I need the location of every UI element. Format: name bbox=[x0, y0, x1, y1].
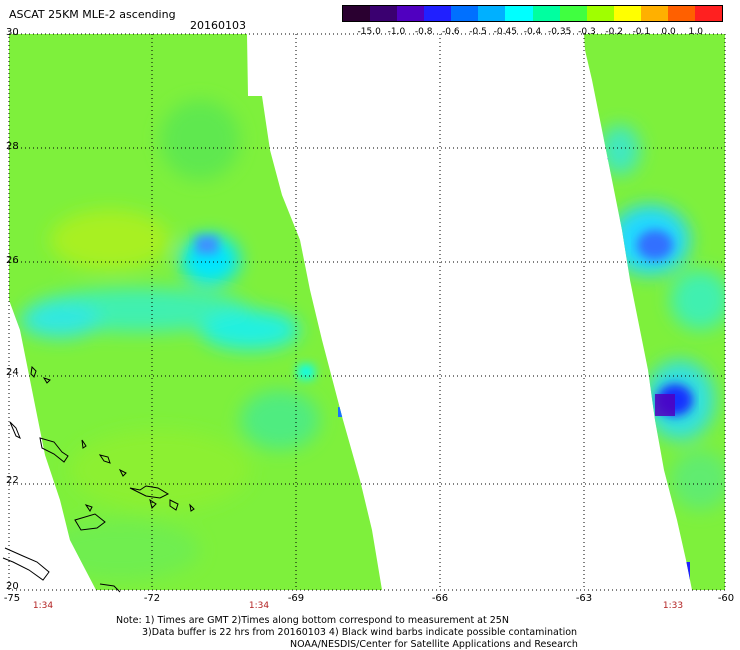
colorbar-tick-label: -0.8 bbox=[414, 27, 433, 37]
colorbar-tick-label: -0.2 bbox=[605, 27, 623, 37]
note-line-3: NOAA/NESDIS/Center for Satellite Applica… bbox=[290, 639, 578, 650]
lon-label-60: -60 bbox=[717, 593, 735, 604]
colorbar-tick-label: -15.0 bbox=[357, 27, 381, 37]
colorbar-swatch bbox=[532, 6, 560, 21]
colorbar-swatch bbox=[370, 6, 398, 21]
lon-label-63: -63 bbox=[575, 593, 593, 604]
colorbar-tick-label: -0.45 bbox=[493, 27, 517, 37]
colorbar-swatch bbox=[640, 6, 668, 21]
swath-time-label: 1:33 bbox=[662, 601, 684, 611]
lat-label-28: 28 bbox=[6, 141, 19, 152]
lon-label-75: -75 bbox=[3, 593, 21, 604]
colorbar-swatch bbox=[451, 6, 479, 21]
colorbar-swatch bbox=[667, 6, 696, 21]
swath-time-label: 1:34 bbox=[248, 601, 270, 611]
colorbar-tick-label: -0.5 bbox=[469, 27, 487, 37]
note-line-1: Note: 1) Times are GMT 2)Times along bot… bbox=[116, 615, 509, 626]
lat-label-22: 22 bbox=[6, 475, 19, 486]
colorbar-swatch bbox=[586, 6, 614, 21]
colorbar-tick-label: -1.0 bbox=[387, 27, 406, 37]
colorbar-tick-label: 0.0 bbox=[661, 27, 676, 37]
gridlines bbox=[9, 34, 725, 590]
lat-label-30: 30 bbox=[6, 27, 19, 38]
colorbar-tick-label: -0.3 bbox=[578, 27, 596, 37]
colorbar-swatch bbox=[478, 6, 506, 21]
colorbar-swatch bbox=[505, 6, 533, 21]
lon-label-72: -72 bbox=[143, 593, 161, 604]
colorbar bbox=[342, 5, 723, 22]
colorbar-swatch bbox=[397, 6, 425, 21]
lon-label-66: -66 bbox=[431, 593, 449, 604]
colorbar-swatch bbox=[559, 6, 587, 21]
lat-label-20: 20 bbox=[6, 581, 19, 592]
colorbar-swatch bbox=[695, 6, 723, 21]
date-label: 20160103 bbox=[190, 19, 246, 32]
colorbar-swatch bbox=[343, 6, 371, 21]
chart-title: ASCAT 25KM MLE-2 ascending bbox=[9, 8, 176, 21]
colorbar-tick-label: -0.1 bbox=[632, 27, 651, 37]
note-line-2: 3)Data buffer is 22 hrs from 20160103 4)… bbox=[142, 627, 578, 638]
colorbar-swatch bbox=[424, 6, 452, 21]
colorbar-tick-label: -0.35 bbox=[548, 27, 572, 37]
left-swath bbox=[9, 34, 382, 590]
coastlines bbox=[2, 365, 195, 593]
colorbar-tick-label: -0.6 bbox=[442, 27, 460, 37]
colorbar-tick-label: -0.4 bbox=[523, 27, 542, 37]
lat-label-24: 24 bbox=[6, 367, 19, 378]
swath-time-label: 1:34 bbox=[32, 601, 54, 611]
lat-label-26: 26 bbox=[6, 255, 19, 266]
right-swath bbox=[584, 34, 725, 590]
colorbar-swatch bbox=[613, 6, 641, 21]
colorbar-tick-label: 1.0 bbox=[688, 27, 703, 37]
lon-label-69: -69 bbox=[287, 593, 305, 604]
